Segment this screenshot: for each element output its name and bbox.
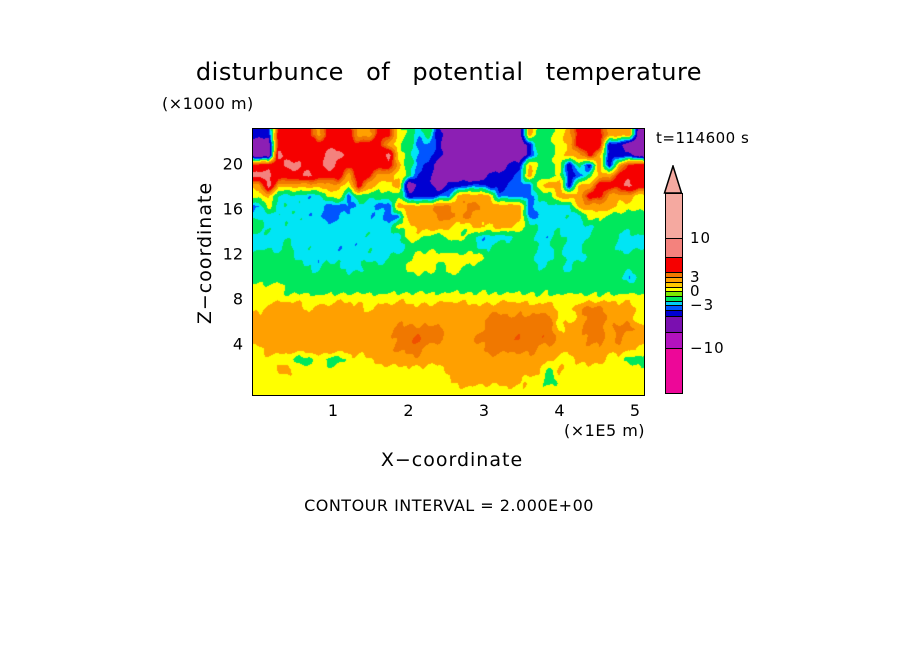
- colorbar-segment: [666, 273, 682, 278]
- colorbar-tick-label: −3: [690, 296, 715, 314]
- colorbar-segment: [666, 311, 682, 317]
- y-tick-label: 8: [232, 289, 243, 309]
- y-tick-label: 16: [222, 199, 243, 219]
- x-axis-units: (×1E5 m): [564, 421, 646, 440]
- colorbar-segment: [666, 194, 682, 239]
- colorbar-tick-label: 10: [690, 229, 712, 247]
- x-tick-label: 4: [554, 401, 565, 420]
- colorbar-segment: [666, 258, 682, 273]
- x-tick-label: 3: [478, 401, 490, 420]
- colorbar-tick-label: −10: [690, 339, 725, 357]
- colorbar-segment: [666, 349, 682, 393]
- colorbar-segment: [666, 306, 682, 311]
- y-tick-label: 20: [222, 154, 243, 174]
- colorbar-tick-label: 0: [690, 282, 701, 300]
- x-axis-title: X−coordinate: [380, 449, 524, 471]
- x-tick-label: 5: [629, 401, 641, 420]
- x-tick-label: 1: [327, 401, 339, 420]
- colorbar-segment: [666, 239, 682, 258]
- colorbar-segment: [666, 292, 682, 297]
- y-tick-label: 12: [222, 244, 243, 264]
- x-tick-label: 2: [403, 401, 414, 420]
- colorbar-segment: [666, 288, 682, 292]
- colorbar-segment: [666, 297, 682, 302]
- colorbar-tick-label: 3: [690, 268, 701, 286]
- colorbar-segment: [666, 317, 682, 333]
- plot-frame: [252, 128, 645, 396]
- colorbar-segment: [666, 278, 682, 283]
- heatmap-canvas: [253, 129, 644, 395]
- y-tick-label: 4: [232, 334, 243, 354]
- page-title: disturbunce of potential temperature: [195, 58, 703, 86]
- y-axis-units: (×1000 m): [162, 94, 254, 113]
- colorbar-segment: [666, 283, 682, 288]
- contour-interval-label: CONTOUR INTERVAL = 2.000E+00: [304, 496, 594, 515]
- colorbar-arrow-icon: [663, 165, 683, 194]
- colorbar-segment: [666, 302, 682, 306]
- colorbar: [665, 193, 683, 394]
- colorbar-segment: [666, 333, 682, 349]
- timestamp-label: t=114600 s: [656, 129, 750, 147]
